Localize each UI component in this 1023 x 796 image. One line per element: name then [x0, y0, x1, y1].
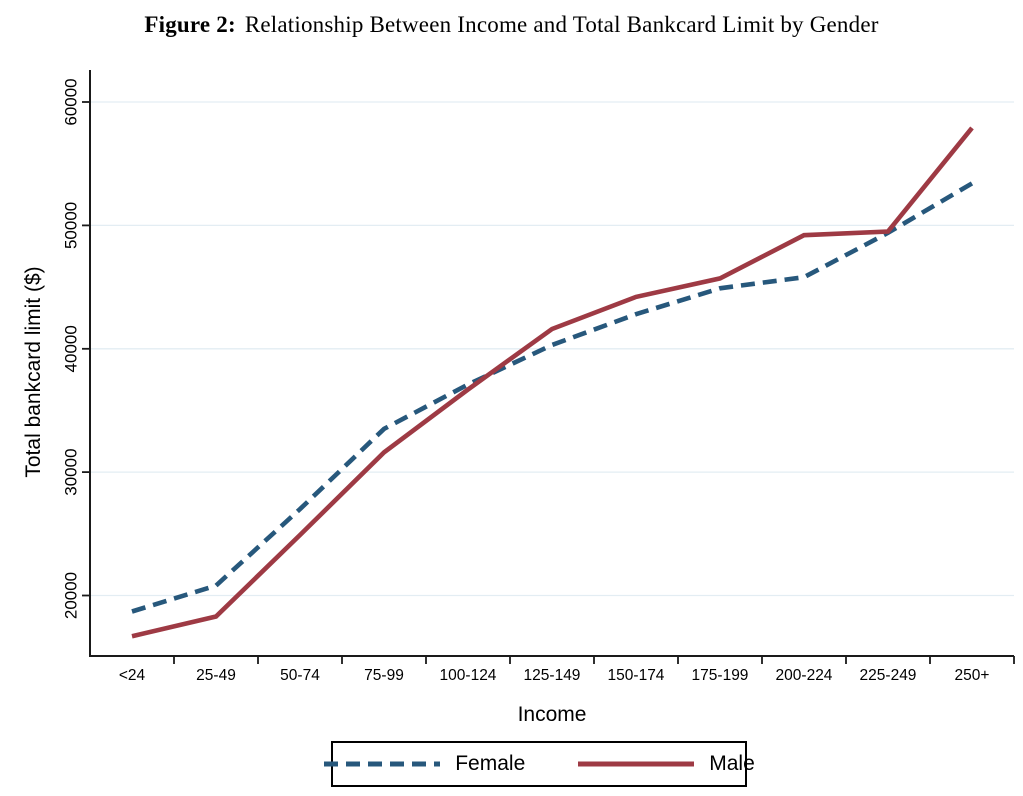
legend: Female Male: [324, 741, 755, 787]
x-tick-label: 150-174: [608, 667, 665, 684]
series-line-male: [131, 126, 974, 639]
figure-title-text: Relationship Between Income and Total Ba…: [244, 12, 879, 37]
male-line-swatch: [578, 761, 695, 767]
y-tick-label: 60000: [61, 78, 80, 125]
x-axis-title: Income: [517, 703, 587, 726]
female-line-swatch: [324, 761, 441, 767]
x-tick-label: 250+: [955, 667, 990, 684]
y-axis-title: Total bankcard limit ($): [22, 266, 45, 478]
x-tick-label: 25-49: [196, 667, 236, 684]
figure-number: Figure 2:: [144, 12, 236, 37]
figure-title: Figure 2: Relationship Between Income and…: [0, 12, 1023, 38]
x-tick-label: 100-124: [440, 667, 497, 684]
series-line-female: [131, 181, 974, 614]
legend-label-female: Female: [455, 752, 526, 775]
x-tick-label: 200-224: [776, 667, 833, 684]
x-tick-label: 50-74: [280, 667, 320, 684]
x-tick-label: 125-149: [524, 667, 581, 684]
x-tick-label: <24: [119, 667, 146, 684]
y-tick-label: 30000: [61, 448, 80, 495]
y-tick-label: 50000: [61, 202, 80, 249]
x-tick-label: 175-199: [692, 667, 749, 684]
y-tick-label: 20000: [61, 572, 80, 619]
x-tick-label: 75-99: [364, 667, 404, 684]
x-tick-label: 225-249: [860, 667, 917, 684]
legend-label-male: Male: [709, 752, 755, 775]
y-tick-label: 40000: [61, 325, 80, 372]
